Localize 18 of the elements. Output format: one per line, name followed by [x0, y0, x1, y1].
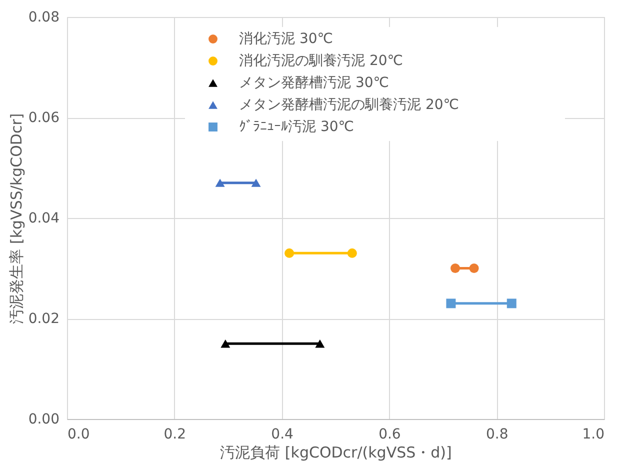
x-tick-label: 0.4 [271, 426, 294, 442]
legend-label: 消化汚泥の馴養汚泥 20℃ [239, 53, 403, 69]
x-tick-label: 0.0 [68, 426, 90, 442]
x-tick-label: 0.6 [378, 426, 401, 442]
x-tick-label: 0.8 [486, 426, 508, 442]
x-tick-label: 1.0 [582, 426, 604, 442]
y-axis-title: 汚泥発生率 [kgVSS/kgCODcr] [7, 113, 26, 324]
x-axis-title: 汚泥負荷 [kgCODcr/(kgVSS・d)] [220, 444, 452, 462]
legend-label: ｸﾞﾗﾆｭｰﾙ汚泥 30℃ [239, 119, 354, 135]
legend-label: メタン発酵槽汚泥の馴養汚泥 20℃ [239, 97, 459, 113]
legend-label: メタン発酵槽汚泥 30℃ [239, 75, 389, 91]
y-tick-label: 0.04 [28, 210, 60, 226]
legend-label: 消化汚泥 30℃ [239, 31, 333, 47]
y-tick-label: 0.08 [28, 10, 60, 26]
y-tick-label: 0.02 [28, 311, 60, 327]
y-tick-label: 0.00 [28, 412, 60, 428]
y-tick-label: 0.06 [28, 110, 60, 126]
x-tick-label: 0.2 [164, 426, 186, 442]
